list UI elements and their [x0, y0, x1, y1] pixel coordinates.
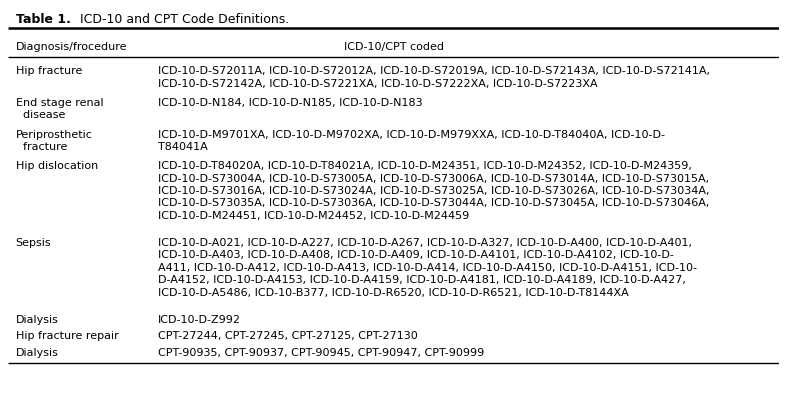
Text: CPT-27244, CPT-27245, CPT-27125, CPT-27130: CPT-27244, CPT-27245, CPT-27125, CPT-271… — [158, 331, 418, 341]
Text: ICD-10-D-N184, ICD-10-D-N185, ICD-10-D-N183: ICD-10-D-N184, ICD-10-D-N185, ICD-10-D-N… — [158, 98, 423, 108]
Text: Hip fracture: Hip fracture — [16, 66, 82, 76]
Text: Dialysis: Dialysis — [16, 315, 58, 325]
Text: ICD-10-D-A021, ICD-10-D-A227, ICD-10-D-A267, ICD-10-D-A327, ICD-10-D-A400, ICD-1: ICD-10-D-A021, ICD-10-D-A227, ICD-10-D-A… — [158, 238, 697, 297]
Text: Hip fracture repair: Hip fracture repair — [16, 331, 118, 341]
Text: ICD-10-D-Z992: ICD-10-D-Z992 — [158, 315, 242, 325]
Text: Diagnosis/frocedure: Diagnosis/frocedure — [16, 42, 127, 52]
Text: Periprosthetic
  fracture: Periprosthetic fracture — [16, 130, 92, 152]
Text: ICD-10-D-S72011A, ICD-10-D-S72012A, ICD-10-D-S72019A, ICD-10-D-S72143A, ICD-10-D: ICD-10-D-S72011A, ICD-10-D-S72012A, ICD-… — [158, 66, 710, 89]
Text: CPT-90935, CPT-90937, CPT-90945, CPT-90947, CPT-90999: CPT-90935, CPT-90937, CPT-90945, CPT-909… — [158, 348, 485, 358]
Text: Sepsis: Sepsis — [16, 238, 51, 248]
Text: ICD-10 and CPT Code Definitions.: ICD-10 and CPT Code Definitions. — [72, 13, 289, 26]
Text: Dialysis: Dialysis — [16, 348, 58, 358]
Text: Hip dislocation: Hip dislocation — [16, 161, 98, 171]
Text: End stage renal
  disease: End stage renal disease — [16, 98, 103, 120]
Text: ICD-10-D-M9701XA, ICD-10-D-M9702XA, ICD-10-D-M979XXA, ICD-10-D-T84040A, ICD-10-D: ICD-10-D-M9701XA, ICD-10-D-M9702XA, ICD-… — [158, 130, 665, 152]
Text: ICD-10-D-T84020A, ICD-10-D-T84021A, ICD-10-D-M24351, ICD-10-D-M24352, ICD-10-D-M: ICD-10-D-T84020A, ICD-10-D-T84021A, ICD-… — [158, 161, 710, 221]
Text: Table 1.: Table 1. — [16, 13, 71, 26]
Text: ICD-10/CPT coded: ICD-10/CPT coded — [343, 42, 444, 52]
